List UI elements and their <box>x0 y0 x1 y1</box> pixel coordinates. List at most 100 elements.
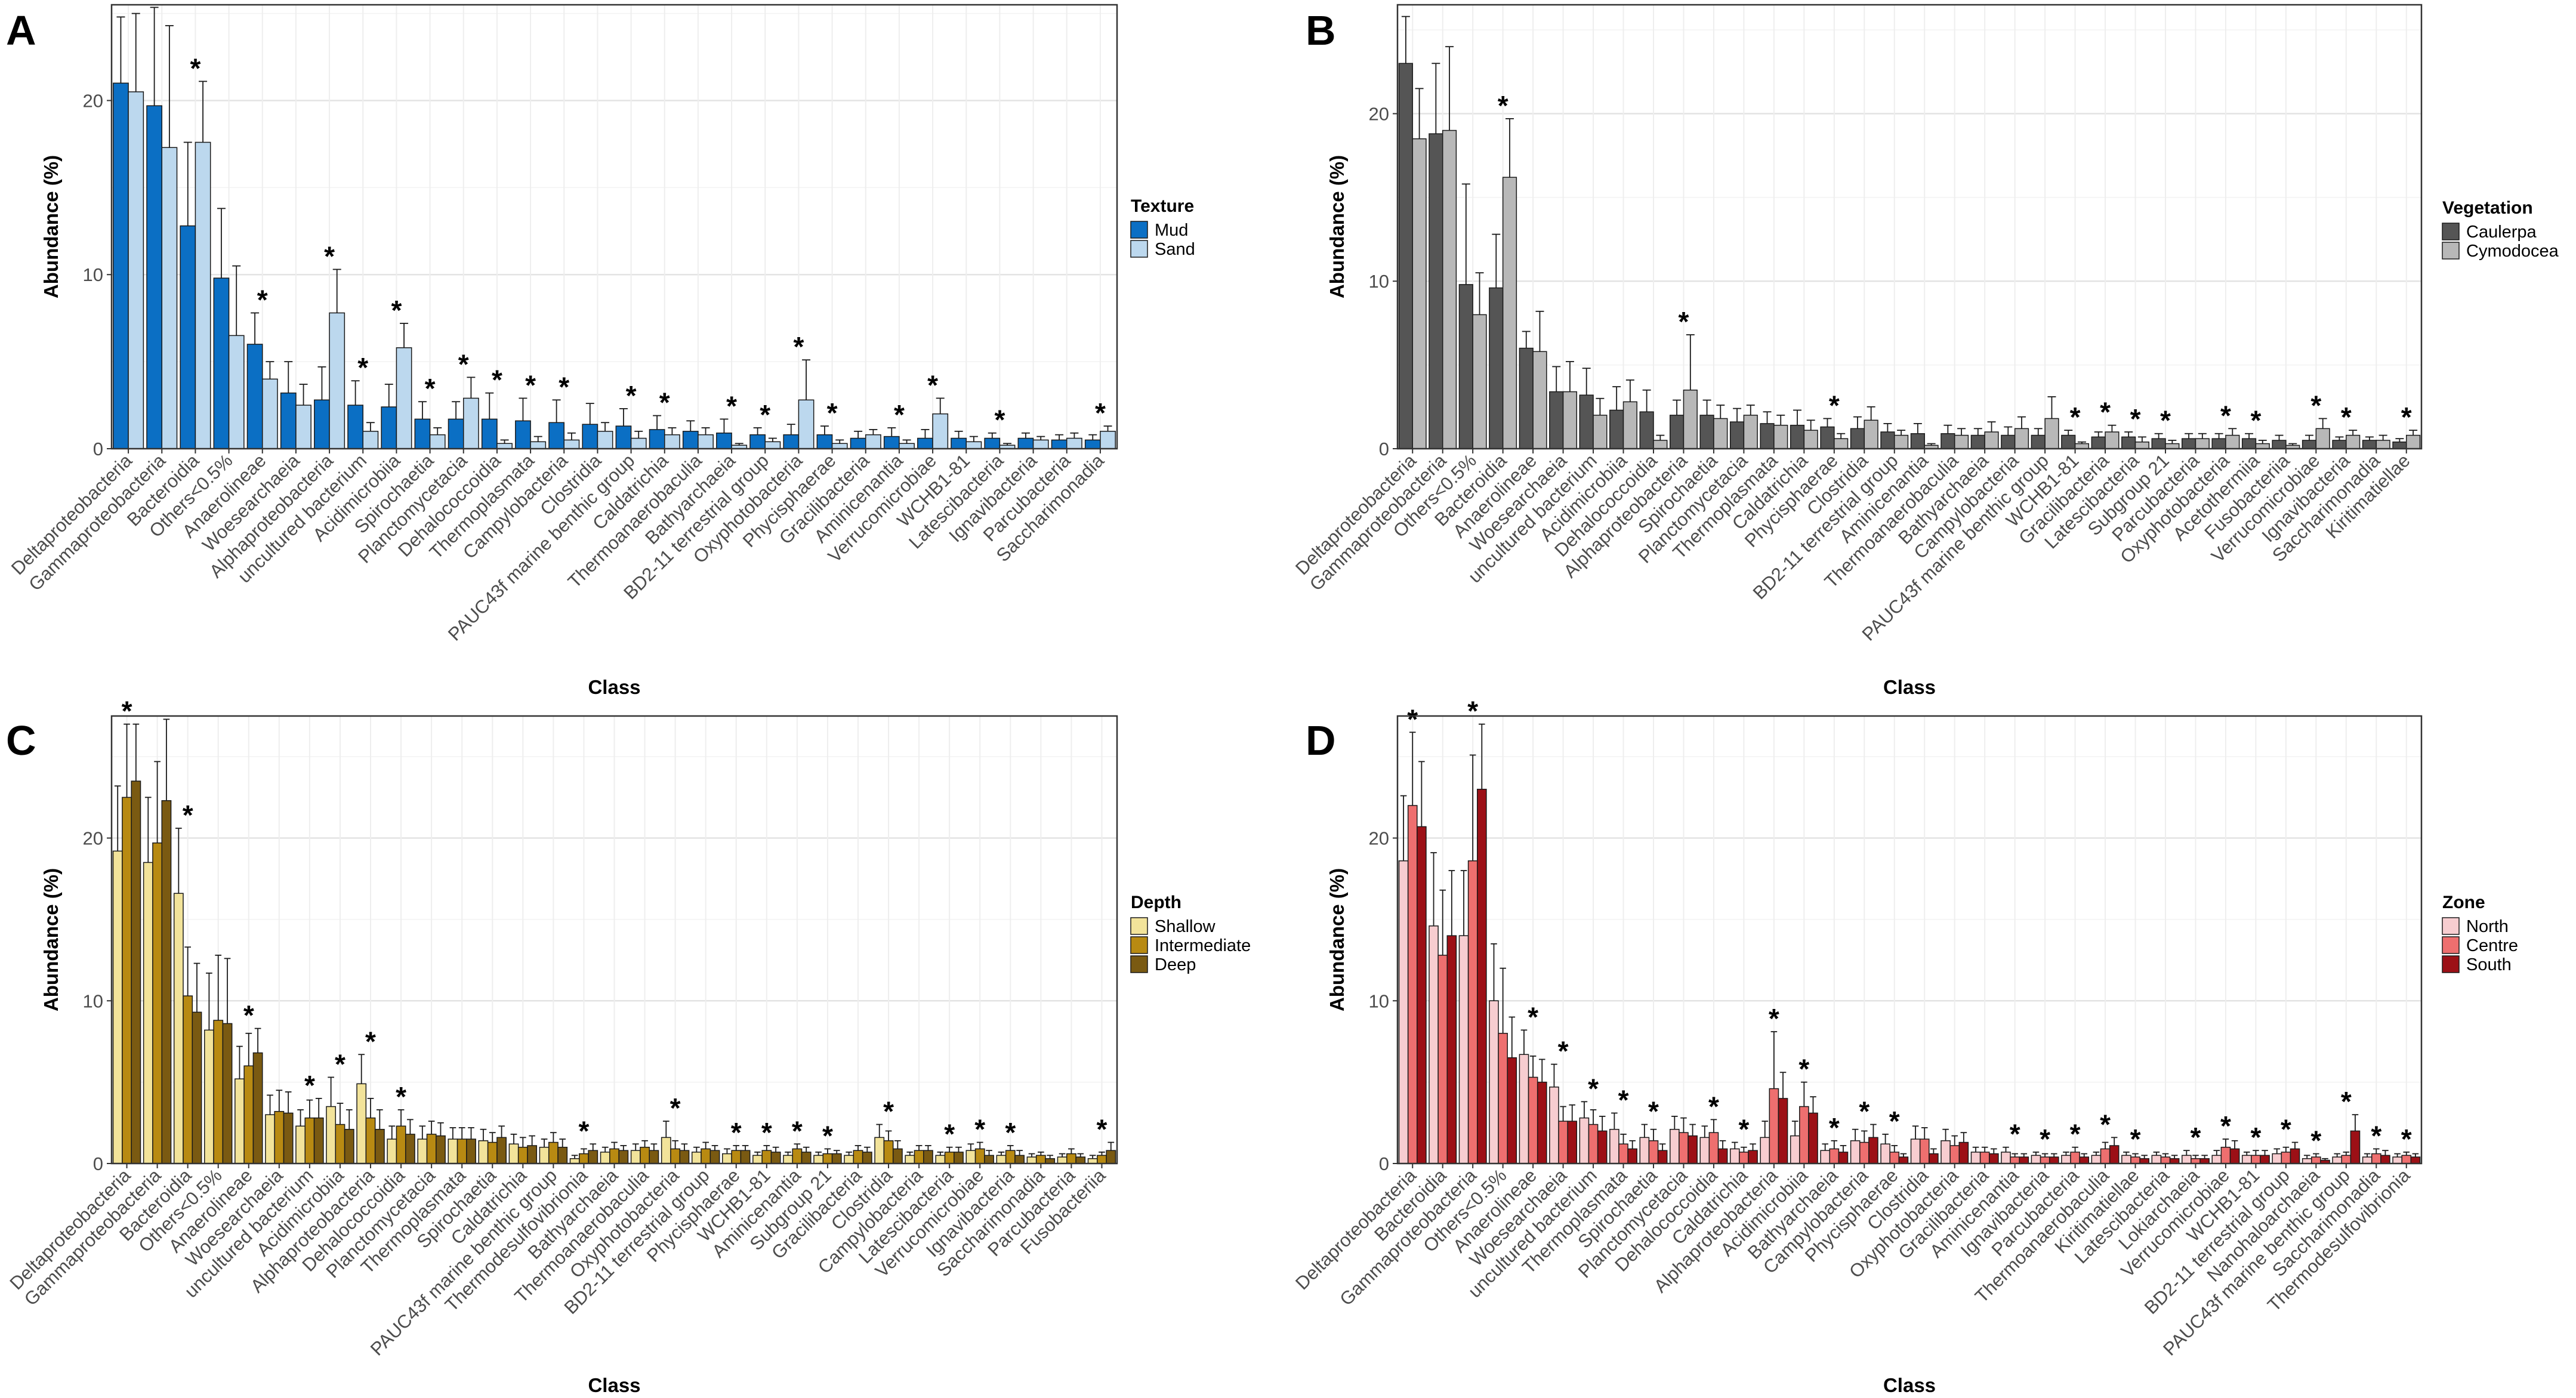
bar-sand-others-0-5 <box>228 335 245 449</box>
bar-south-gammaproteobacteria <box>1476 788 1487 1164</box>
bar-shallow-thermoanaerobaculia <box>630 1150 641 1164</box>
bar-intermediate-caldatrichia <box>517 1146 528 1164</box>
bar-centre-caldatrichia <box>1739 1152 1749 1164</box>
bar-south-wchb1-81 <box>2260 1155 2270 1164</box>
bar-sand-campylobacteria <box>563 439 580 449</box>
x-tick-label: Gammaproteobacteria <box>24 450 169 595</box>
significance-star: * <box>1097 1114 1107 1145</box>
significance-star: * <box>2010 1119 2020 1150</box>
bar-mud-phycisphaerae <box>816 434 833 449</box>
legend-swatch-north <box>2442 917 2460 935</box>
bar-cymodocea-thermoplasmata <box>1773 424 1788 449</box>
bar-sand-clostridia <box>597 431 613 449</box>
plot-background <box>1397 5 2421 449</box>
significance-star: * <box>1498 90 1508 121</box>
bar-north-phycisphaerae <box>1880 1143 1890 1164</box>
significance-star: * <box>324 240 335 271</box>
bar-caulerpa-phycisphaerae <box>1820 426 1835 449</box>
bar-north-thermodesulfovibrionia <box>2392 1156 2402 1164</box>
bar-mud-gammaproteobacteria <box>146 105 163 449</box>
bar-sand-caldatrichia <box>664 434 680 449</box>
bar-shallow-others-0-5 <box>203 1029 214 1164</box>
bar-caulerpa-dehalococcoidia <box>1639 411 1654 449</box>
bar-deep-subgroup-21 <box>831 1153 842 1164</box>
bar-sand-verrucomicrobiae <box>932 413 949 449</box>
bar-south-aminicenantia <box>2019 1156 2029 1164</box>
bar-mud-caldatrichia <box>649 429 665 449</box>
significance-star: * <box>391 295 402 326</box>
bar-cymodocea-bacteroidia <box>1502 177 1517 449</box>
bar-caulerpa-aminicenantia <box>1910 433 1925 449</box>
significance-star: * <box>626 380 637 411</box>
significance-star: * <box>944 1119 955 1150</box>
bar-cymodocea-gammaproteobacteria <box>1442 129 1457 449</box>
bar-deep-bacteroidia <box>192 1011 202 1164</box>
legend-swatch-caulerpa <box>2442 223 2460 240</box>
bar-deep-pauc43f-marine-benthic-group <box>557 1146 568 1164</box>
bar-centre-clostridia <box>1919 1138 1930 1164</box>
bar-centre-latescibacteria <box>2160 1156 2171 1164</box>
bar-south-uncultured-bacterium <box>1597 1130 1608 1164</box>
legend-title: Depth <box>1131 893 1181 912</box>
significance-star: * <box>525 369 536 400</box>
bar-sand-gracilibacteria <box>865 434 881 449</box>
bar-intermediate-clostridia <box>883 1140 894 1164</box>
bar-shallow-subgroup-21 <box>813 1155 824 1164</box>
bar-cymodocea-spirochaetia <box>1713 418 1728 449</box>
bar-sand-oxyphotobacteria <box>798 399 815 449</box>
bar-caulerpa-woesearchaeia <box>1549 391 1564 449</box>
bar-north-gracilibacteria <box>1970 1152 1981 1164</box>
y-tick-label: 20 <box>83 828 103 849</box>
bar-north-deltaproteobacteria <box>1398 860 1409 1164</box>
bar-cymodocea-kiritimatiellae <box>2406 434 2421 449</box>
bar-shallow-oxyphotobacteria <box>661 1137 671 1164</box>
bar-shallow-clostridia <box>874 1137 885 1164</box>
bar-south-others-0-5 <box>1507 1057 1517 1164</box>
bar-south-ignavibacteria <box>2049 1156 2059 1164</box>
y-tick-label: 20 <box>1369 828 1389 849</box>
bar-north-anaerolineae <box>1519 1054 1529 1164</box>
significance-star: * <box>1618 1084 1629 1115</box>
bar-shallow-anaerolineae <box>235 1078 245 1164</box>
bar-sand-bacteroidia <box>195 141 211 449</box>
significance-star: * <box>1829 1112 1840 1143</box>
bar-north-oxyphotobacteria <box>1941 1140 1951 1164</box>
bar-deep-gracilibacteria <box>862 1152 872 1164</box>
bar-intermediate-wchb1-81 <box>761 1150 772 1164</box>
y-axis-title: Abundance (%) <box>1326 868 1348 1011</box>
bar-deep-planctomycetacia <box>436 1135 446 1164</box>
bar-shallow-verrucomicrobiae <box>965 1150 976 1164</box>
bar-cymodocea-subgroup-21 <box>2165 443 2180 449</box>
significance-star: * <box>335 1048 345 1079</box>
significance-star: * <box>1095 397 1106 428</box>
bar-intermediate-thermodesulfovibrionia <box>579 1153 589 1164</box>
plot-border <box>1396 715 2423 1165</box>
significance-star: * <box>894 399 905 430</box>
bar-cymodocea-wchb1-81 <box>2074 443 2090 449</box>
bar-cymodocea-acetothermiia <box>2255 443 2270 449</box>
significance-star: * <box>974 1114 985 1145</box>
bar-mud-spirochaetia <box>414 418 431 449</box>
bar-deep-acidimicrobiia <box>344 1128 354 1164</box>
bar-centre-ignavibacteria <box>2040 1156 2050 1164</box>
bar-shallow-parcubacteria <box>1057 1156 1068 1164</box>
bar-mud-bacteroidia <box>180 225 196 449</box>
bar-south-woesearchaeia <box>1567 1121 1578 1164</box>
bar-deep-caldatrichia <box>527 1145 538 1164</box>
bar-deep-bd2-11-terrestrial-group <box>709 1150 720 1164</box>
bar-mud-woesearchaeia <box>280 392 297 449</box>
panel-letter: D <box>1306 717 1336 764</box>
bar-south-parcubacteria <box>2079 1156 2090 1164</box>
bar-caulerpa-gammaproteobacteria <box>1429 133 1443 449</box>
significance-star: * <box>1889 1106 1900 1137</box>
bar-centre-gammaproteobacteria <box>1467 860 1478 1164</box>
significance-star: * <box>2040 1124 2050 1155</box>
bar-centre-verrucomicrobiae <box>2220 1146 2231 1164</box>
y-tick-label: 10 <box>83 990 103 1011</box>
bar-shallow-phycisphaerae <box>722 1153 732 1164</box>
bar-deep-aminicenantia <box>801 1152 812 1164</box>
bar-caulerpa-subgroup-21 <box>2151 438 2166 449</box>
significance-star: * <box>822 1120 833 1151</box>
bar-shallow-gammaproteobacteria <box>143 862 153 1164</box>
